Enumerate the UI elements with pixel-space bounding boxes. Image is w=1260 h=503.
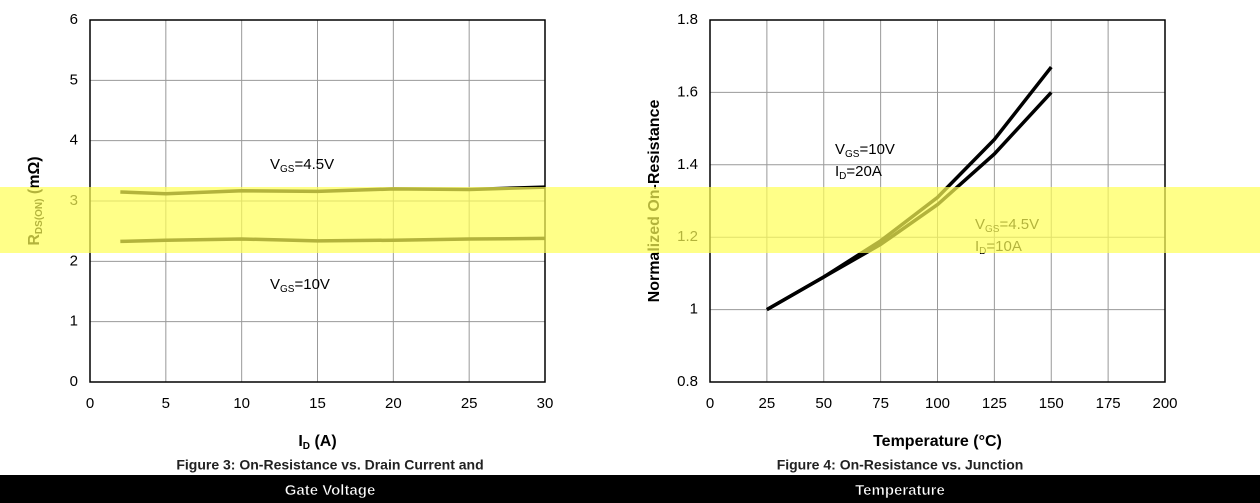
annotation-part: =10V [294,276,329,293]
x-tick-label: 20 [385,395,402,412]
x-tick-label: 50 [815,395,832,412]
caption-line: Figure 3: On-Resistance vs. Drain Curren… [176,457,483,473]
annotation-part: =10V [859,141,894,158]
x-tick-label: 125 [982,395,1007,412]
x-axis-label: Temperature (°C) [873,433,1002,450]
x-tick-label: 0 [86,395,94,412]
highlight-band [0,187,1260,253]
y-tick-label: 1 [690,301,698,318]
y-tick-label: 2 [70,252,78,269]
x-axis-label-part: D [303,441,310,452]
y-tick-label: 1 [70,313,78,330]
y-tick-label: 0 [70,373,78,390]
annotation-part: V [270,276,280,293]
annotation: VGS=4.5V [270,156,334,175]
annotation-part: V [835,141,845,158]
y-tick-label: 1.8 [677,11,698,28]
annotation-part: GS [280,284,295,295]
x-tick-label: 15 [309,395,326,412]
x-tick-label: 0 [706,395,714,412]
x-tick-label: 175 [1096,395,1121,412]
y-tick-label: 4 [70,132,78,149]
x-axis-label: ID (A) [298,433,336,451]
x-tick-label: 25 [461,395,478,412]
x-axis-label-part: I [298,433,302,450]
annotation-part: =4.5V [294,156,334,173]
annotation-part: D [839,171,846,182]
x-tick-label: 150 [1039,395,1064,412]
x-tick-label: 30 [537,395,554,412]
x-axis-label-part: Temperature (°C) [873,433,1002,450]
x-tick-label: 75 [872,395,889,412]
x-tick-label: 10 [233,395,250,412]
x-tick-label: 5 [162,395,170,412]
y-tick-label: 1.6 [677,83,698,100]
x-axis-label-part: (A) [310,433,337,450]
annotation-part: V [270,156,280,173]
y-tick-label: 1.4 [677,156,698,173]
annotation: VGS=10V [270,276,330,295]
annotation: ID=20A [835,163,882,182]
caption-line: Figure 4: On-Resistance vs. Junction [777,457,1024,473]
y-tick-label: 6 [70,11,78,28]
annotation-part: GS [280,164,295,175]
caption-line: Temperature [855,482,945,499]
x-tick-label: 100 [925,395,950,412]
annotation: VGS=10V [835,141,895,160]
caption-line: Gate Voltage [285,482,376,499]
annotation-part: I [835,163,839,180]
caption-band [0,475,1260,503]
x-tick-label: 200 [1152,395,1177,412]
annotation-part: =20A [846,163,881,180]
y-tick-label: 0.8 [677,373,698,390]
x-tick-label: 25 [759,395,776,412]
y-tick-label: 5 [70,71,78,88]
annotation-part: GS [845,149,860,160]
